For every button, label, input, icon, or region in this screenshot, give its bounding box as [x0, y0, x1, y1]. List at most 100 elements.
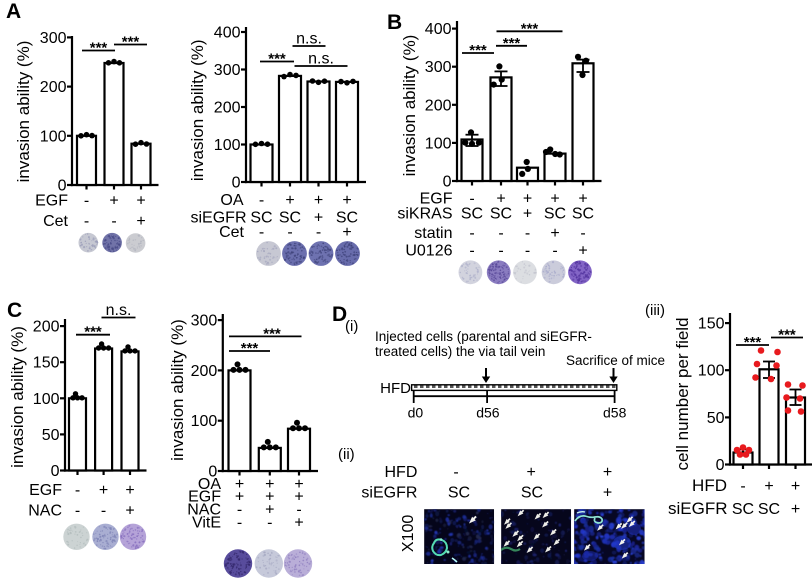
svg-text:200: 200: [425, 97, 452, 114]
svg-text:NAC: NAC: [187, 502, 221, 519]
svg-text:invasion ability (%): invasion ability (%): [8, 326, 27, 468]
svg-text:-: -: [296, 502, 301, 519]
svg-text:0: 0: [443, 174, 452, 191]
svg-text:+: +: [496, 191, 505, 208]
svg-text:+: +: [791, 501, 800, 518]
svg-text:-: -: [75, 482, 80, 499]
svg-text:150: 150: [698, 316, 725, 333]
svg-text:50: 50: [707, 410, 725, 427]
svg-text:200: 200: [40, 79, 67, 96]
svg-text:EGF: EGF: [420, 191, 453, 208]
svg-text:-: -: [580, 225, 585, 242]
svg-text:300: 300: [425, 59, 452, 76]
svg-text:+: +: [294, 489, 303, 506]
svg-text:OA: OA: [220, 192, 243, 209]
svg-text:***: ***: [122, 34, 140, 51]
svg-text:0: 0: [208, 464, 217, 481]
svg-text:***: ***: [744, 334, 762, 351]
svg-text:SC: SC: [758, 501, 780, 518]
svg-text:***: ***: [268, 51, 286, 68]
svg-text:200: 200: [33, 319, 60, 336]
svg-text:HFD: HFD: [380, 380, 411, 397]
svg-text:-: -: [259, 192, 264, 209]
svg-text:A: A: [6, 0, 21, 23]
svg-text:100: 100: [698, 363, 725, 380]
svg-text:+: +: [342, 224, 351, 241]
svg-text:***: ***: [778, 327, 796, 344]
svg-text:-: -: [469, 243, 474, 260]
svg-text:cell number per field: cell number per field: [673, 317, 692, 470]
svg-text:SC: SC: [544, 206, 566, 223]
svg-text:-: -: [267, 515, 272, 532]
svg-text:+: +: [294, 476, 303, 493]
svg-text:200: 200: [191, 363, 218, 380]
svg-text:-: -: [101, 503, 106, 520]
svg-text:-: -: [287, 224, 292, 241]
svg-text:50: 50: [42, 427, 60, 444]
svg-text:0: 0: [232, 175, 241, 192]
svg-text:+: +: [99, 482, 108, 499]
svg-text:+: +: [527, 464, 536, 481]
svg-text:+: +: [314, 192, 323, 209]
svg-text:SC: SC: [336, 210, 358, 227]
svg-text:-: -: [740, 478, 745, 495]
svg-text:***: ***: [503, 35, 521, 52]
svg-text:200: 200: [214, 100, 241, 117]
svg-text:D: D: [332, 303, 347, 326]
svg-text:+: +: [342, 192, 351, 209]
svg-text:SC: SC: [250, 210, 272, 227]
svg-text:***: ***: [521, 20, 539, 37]
svg-text:(i): (i): [345, 318, 358, 335]
svg-text:(ii): (ii): [338, 446, 355, 463]
svg-text:100: 100: [40, 128, 67, 145]
svg-text:EGF: EGF: [35, 193, 68, 210]
svg-text:0: 0: [716, 457, 725, 474]
svg-text:+: +: [109, 193, 118, 210]
svg-text:-: -: [84, 213, 89, 230]
svg-text:+: +: [136, 213, 145, 230]
svg-text:VitE: VitE: [192, 515, 221, 532]
svg-text:siEGFR: siEGFR: [361, 485, 417, 502]
svg-text:X100: X100: [400, 515, 417, 552]
svg-text:EGF: EGF: [188, 489, 221, 506]
svg-text:SC: SC: [521, 485, 543, 502]
svg-text:siEGFR: siEGFR: [668, 499, 728, 518]
svg-text:invasion ability (%): invasion ability (%): [188, 39, 207, 181]
svg-text:-: -: [525, 243, 530, 260]
svg-text:100: 100: [33, 391, 60, 408]
svg-text:-: -: [84, 193, 89, 210]
svg-text:150: 150: [33, 355, 60, 372]
svg-text:+: +: [764, 478, 773, 495]
svg-text:400: 400: [425, 21, 452, 38]
svg-text:+: +: [125, 503, 134, 520]
svg-text:HFD: HFD: [692, 476, 727, 495]
svg-text:B: B: [387, 11, 402, 34]
svg-text:siEGFR: siEGFR: [191, 210, 247, 227]
svg-text:-: -: [469, 191, 474, 208]
svg-text:-: -: [111, 213, 116, 230]
svg-text:+: +: [523, 206, 532, 223]
svg-text:treated cells) the via tail ve: treated cells) the via tail vein: [375, 344, 545, 359]
svg-text:300: 300: [191, 313, 218, 330]
svg-text:Cet: Cet: [219, 224, 244, 241]
svg-text:300: 300: [214, 62, 241, 79]
svg-text:+: +: [603, 464, 612, 481]
svg-text:+: +: [314, 210, 323, 227]
svg-text:siKRAS: siKRAS: [397, 206, 452, 223]
svg-text:-: -: [552, 243, 557, 260]
svg-text:-: -: [237, 502, 242, 519]
svg-text:300: 300: [40, 30, 67, 47]
svg-text:+: +: [235, 489, 244, 506]
svg-text:OA: OA: [198, 476, 221, 493]
svg-text:Injected cells (parental and s: Injected cells (parental and siEGFR-: [375, 329, 592, 344]
svg-text:Cet: Cet: [43, 213, 68, 230]
svg-text:+: +: [550, 225, 559, 242]
svg-text:+: +: [294, 515, 303, 532]
svg-text:0: 0: [51, 463, 60, 480]
svg-text:statin: statin: [414, 225, 452, 242]
svg-text:NAC: NAC: [28, 503, 62, 520]
svg-text:+: +: [523, 191, 532, 208]
svg-text:n.s.: n.s.: [296, 31, 322, 48]
svg-text:+: +: [136, 193, 145, 210]
svg-text:+: +: [125, 482, 134, 499]
